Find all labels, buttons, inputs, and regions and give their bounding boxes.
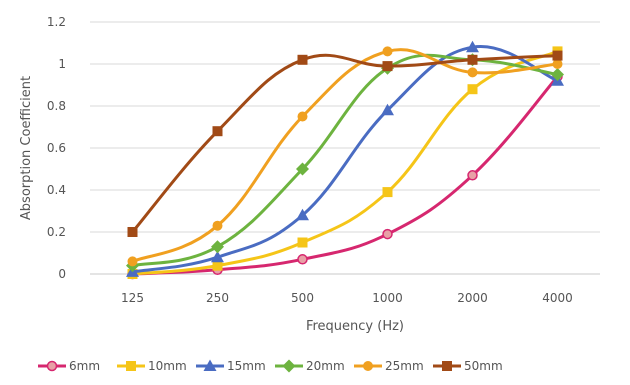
data-point [298,238,308,248]
x-tick-label: 250 [206,291,229,305]
series-line [133,46,558,271]
y-tick-label: 0.6 [47,141,66,155]
x-axis-title: Frequency (Hz) [306,319,404,334]
data-point [128,227,138,237]
x-tick-label: 4000 [542,291,573,305]
legend-marker [283,360,296,373]
data-point [468,171,477,180]
legend-label: 25mm [385,359,424,373]
data-point [383,187,393,197]
data-point [553,51,563,61]
data-point [298,55,308,65]
legend-marker [442,361,452,371]
series-line [133,55,558,232]
legend-marker [363,361,373,371]
legend-label: 20mm [306,359,345,373]
series-50mm [128,51,563,237]
series-line [133,55,558,265]
y-tick-label: 1 [58,57,66,71]
y-tick-label: 1.2 [47,15,66,29]
data-point [468,84,478,94]
legend-item-25mm: 25mm [354,359,424,373]
data-point [298,112,308,122]
data-point [298,255,307,264]
x-tick-label: 125 [121,291,144,305]
legend-item-20mm: 20mm [275,359,345,373]
data-point [211,240,224,253]
y-tick-label: 0.8 [47,99,66,113]
data-point [383,61,393,71]
x-tick-label: 1000 [372,291,403,305]
y-tick-label: 0.4 [47,183,66,197]
legend-item-15mm: 15mm [196,359,266,373]
y-axis-title: Absorption Coefficient [19,76,34,220]
legend-item-10mm: 10mm [117,359,187,373]
x-tick-label: 2000 [457,291,488,305]
y-tick-label: 0.2 [47,225,66,239]
data-point [213,221,223,231]
series-lines [126,41,564,279]
legend-label: 15mm [227,359,266,373]
legend-label: 6mm [69,359,100,373]
data-point [383,230,392,239]
legend-item-6mm: 6mm [38,359,100,373]
legend-marker [48,362,57,371]
data-point [468,55,478,65]
legend-item-50mm: 50mm [433,359,503,373]
series-6mm [128,72,562,278]
data-point [213,126,223,136]
data-point [383,46,393,56]
legend-label: 50mm [464,359,503,373]
x-tick-label: 500 [291,291,314,305]
legend-marker [126,361,136,371]
legend-label: 10mm [148,359,187,373]
data-point [468,67,478,77]
y-tick-label: 0 [58,267,66,281]
data-point [128,256,138,266]
legend: 6mm 10mm 15mm 20mm 25mm 50mm [38,359,503,373]
